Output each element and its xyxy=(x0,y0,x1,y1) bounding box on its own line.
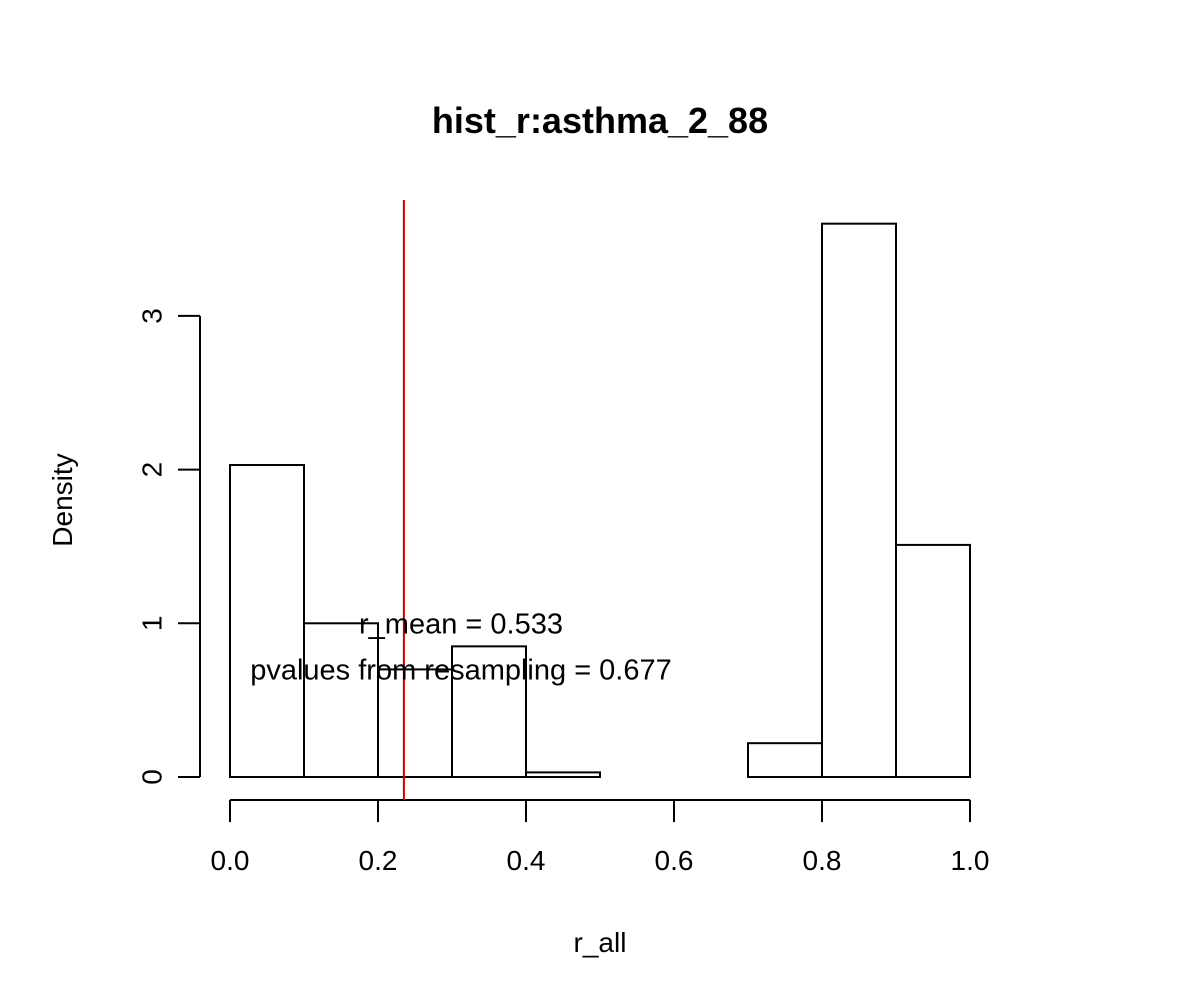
y-tick-label: 2 xyxy=(137,462,168,478)
annotations: r_mean = 0.533 pvalues from resampling = … xyxy=(250,608,672,686)
y-tick-label: 1 xyxy=(137,616,168,632)
histogram-bar xyxy=(747,742,823,778)
y-tick-label: 0 xyxy=(137,769,168,785)
histogram-bar xyxy=(303,622,379,778)
x-tick-label: 1.0 xyxy=(951,845,990,876)
histogram-bar xyxy=(525,771,601,778)
histogram-bar xyxy=(377,668,453,778)
x-tick-label: 0.8 xyxy=(803,845,842,876)
histogram-bar xyxy=(821,222,897,778)
x-tick-label: 0.2 xyxy=(359,845,398,876)
annotation-text: r_mean = 0.533 xyxy=(359,608,563,640)
histogram-bar xyxy=(229,463,305,778)
x-axis-label: r_all xyxy=(574,927,627,958)
x-tick-label: 0.0 xyxy=(211,845,250,876)
annotation-text: pvalues from resampling = 0.677 xyxy=(250,654,672,686)
y-tick-label: 3 xyxy=(137,308,168,324)
y-axis-label: Density xyxy=(47,453,78,546)
x-axis: 0.0 0.2 0.4 0.6 0.8 1.0 xyxy=(211,799,990,876)
histogram-bar xyxy=(451,645,527,778)
histogram-bar xyxy=(895,543,971,779)
histogram-bars xyxy=(229,222,971,779)
chart-title: hist_r:asthma_2_88 xyxy=(432,100,768,141)
y-axis: 0 1 2 3 xyxy=(137,308,201,785)
x-tick-label: 0.6 xyxy=(655,845,694,876)
x-tick-label: 0.4 xyxy=(507,845,546,876)
